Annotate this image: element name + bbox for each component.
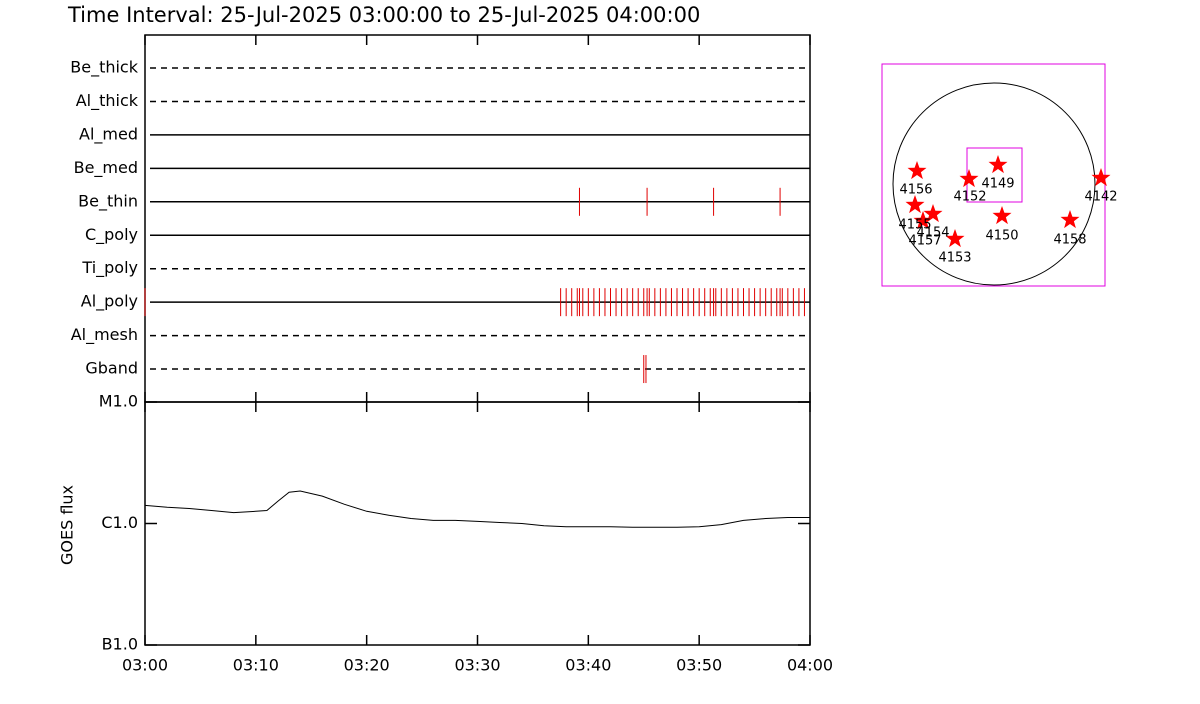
region-marker xyxy=(959,169,979,188)
row-label: Be_thick xyxy=(70,58,138,78)
region-marker xyxy=(992,206,1012,225)
y-tick-label: B1.0 xyxy=(102,635,138,654)
x-tick-label: 03:00 xyxy=(122,656,168,675)
region-label: 4155 xyxy=(898,218,931,233)
region-label: 4158 xyxy=(1053,233,1086,248)
region-marker xyxy=(907,161,927,180)
region-marker xyxy=(988,155,1008,174)
row-label: Al_poly xyxy=(81,292,138,312)
region-label: 4149 xyxy=(981,177,1014,192)
x-tick-label: 03:50 xyxy=(676,656,722,675)
x-tick-label: 03:40 xyxy=(565,656,611,675)
row-label: Al_med xyxy=(79,124,138,144)
region-label: 4153 xyxy=(938,251,971,266)
x-tick-label: 04:00 xyxy=(787,656,833,675)
row-label: C_poly xyxy=(85,225,138,245)
solar-disk xyxy=(892,82,1096,286)
y-tick-label: M1.0 xyxy=(99,392,138,411)
row-label: Ti_poly xyxy=(81,258,138,278)
x-tick-label: 03:20 xyxy=(344,656,390,675)
row-label: Al_mesh xyxy=(71,325,138,345)
region-marker xyxy=(1060,210,1080,229)
solar-map: 4156 4149 4152 4142 4155 4154 4157 4153 … xyxy=(881,63,1118,287)
region-label: 4150 xyxy=(985,229,1018,244)
timeline-frame xyxy=(144,34,811,403)
x-tick-label: 03:30 xyxy=(454,656,500,675)
row-label: Be_med xyxy=(74,158,138,178)
goes-line xyxy=(144,490,810,528)
chart-title: Time Interval: 25-Jul-2025 03:00:00 to 2… xyxy=(67,3,700,27)
x-tick-label: 03:10 xyxy=(233,656,279,675)
y-axis-label: GOES flux xyxy=(58,485,77,565)
row-label: Al_thick xyxy=(76,91,139,111)
row-label: Be_thin xyxy=(78,191,138,211)
region-label: 4157 xyxy=(908,234,941,249)
region-label: 4154 xyxy=(916,226,949,241)
region-marker xyxy=(905,195,925,214)
row-label: Gband xyxy=(85,359,138,378)
region-label: 4156 xyxy=(899,183,932,198)
region-label: 4142 xyxy=(1084,190,1117,205)
y-tick-label: C1.0 xyxy=(101,513,138,532)
region-label: 4152 xyxy=(953,190,986,205)
goes-frame xyxy=(144,401,811,646)
